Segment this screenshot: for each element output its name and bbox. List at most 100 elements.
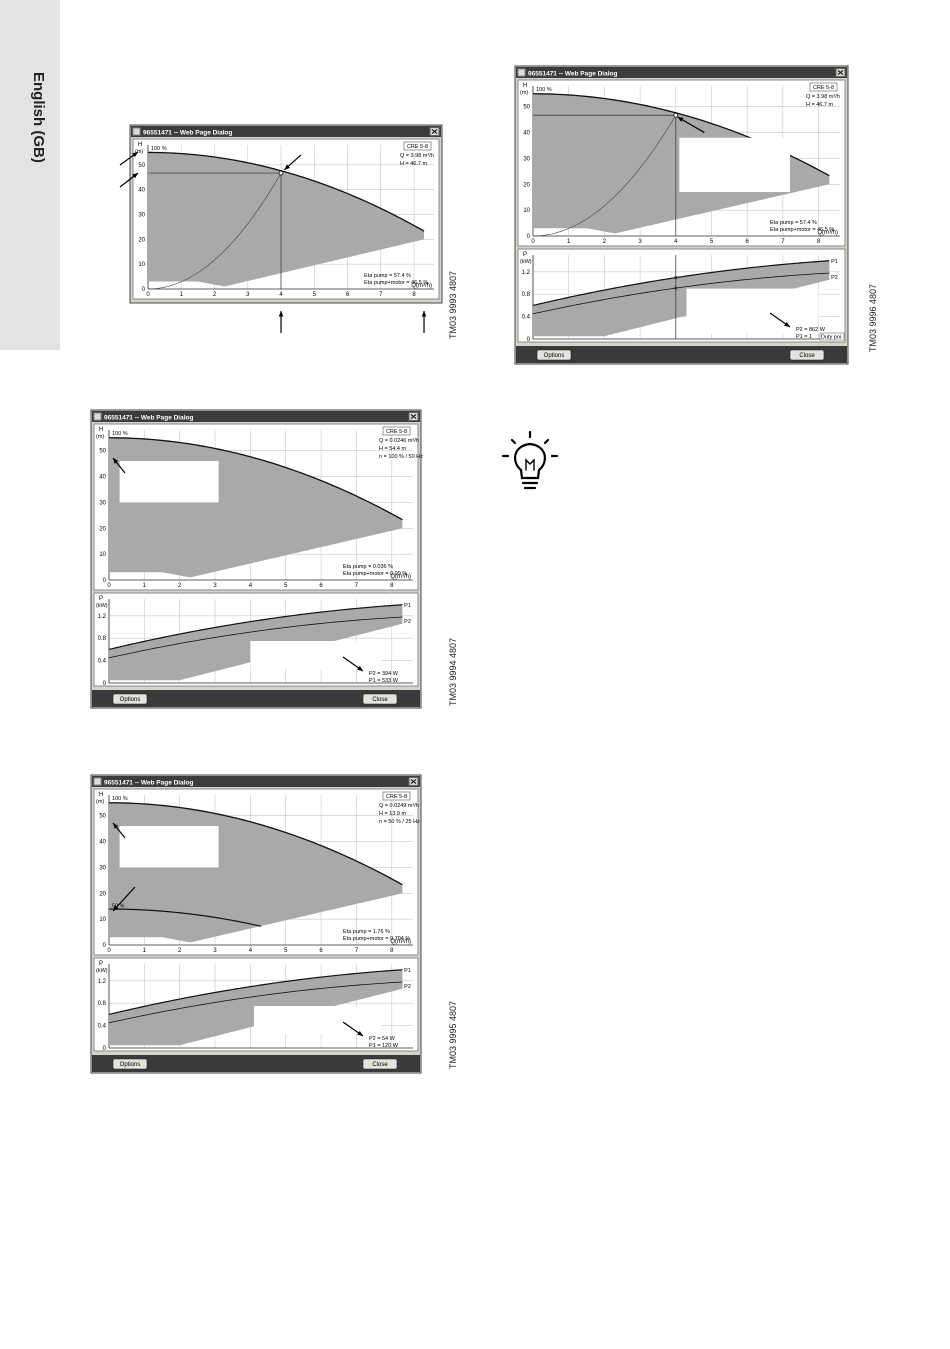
button[interactable]: Close [789, 349, 825, 361]
dialog-title: 96551471 -- Web Page Dialog [143, 130, 233, 137]
p-tick-label: 0.8 [98, 636, 107, 642]
q-tick-label: 8 [412, 292, 416, 298]
button-label: Options [120, 697, 141, 703]
p1-curve [108, 969, 403, 1015]
curve-label: P2 [404, 619, 411, 625]
h-tick-label: 0 [103, 943, 107, 949]
q-tick-label: 6 [319, 948, 323, 954]
power-readout: P2 = 394 W [369, 671, 399, 677]
q-tick-label: 5 [284, 583, 288, 589]
h-axis-unit: (m) [96, 434, 104, 440]
power-readout: P2 = 862 W [796, 327, 826, 333]
close-icon[interactable] [429, 127, 440, 136]
arrow [112, 457, 126, 474]
note: Duty poi [821, 335, 841, 341]
q-tick-label: 7 [781, 239, 785, 245]
q-tick-label: 0 [531, 239, 535, 245]
figure-caption: TM03 9996 4807 [868, 284, 878, 352]
button-face [112, 693, 148, 705]
p-tick-label: 0.4 [98, 659, 107, 665]
q-tick-label: 1 [143, 583, 147, 589]
h-axis-label: H [99, 427, 103, 433]
button-face [362, 693, 398, 705]
h-tick-label: 50 [523, 105, 530, 111]
q-tick-label: 7 [355, 948, 359, 954]
pump-curve [108, 802, 403, 886]
arrow-head [132, 152, 138, 158]
arrow [342, 656, 364, 672]
close-x [837, 70, 844, 75]
h-tick-label: 30 [138, 213, 145, 219]
title-icon [93, 412, 102, 421]
system-curve [532, 115, 677, 237]
h-axis-label: H [523, 83, 527, 89]
q-tick-label: 2 [178, 583, 182, 589]
p-tick-label: 0.4 [522, 315, 531, 321]
q-tick-label: 6 [746, 239, 750, 245]
arrow-head [278, 311, 284, 317]
h-axis-unit: (m) [135, 149, 143, 155]
close-icon[interactable] [835, 68, 846, 77]
arrow [119, 172, 139, 188]
p-tick-label: 1.2 [98, 614, 107, 620]
q-tick-label: 2 [213, 292, 217, 298]
sidebar [0, 0, 60, 350]
h-tick-label: 20 [523, 182, 530, 188]
masked-box [250, 641, 382, 669]
p-tick-label: 0 [103, 1046, 107, 1052]
close-icon[interactable] [408, 777, 419, 786]
readout-line: H = 46.7 m [806, 102, 833, 108]
speed-label: 50 % [112, 904, 125, 910]
operating-area [148, 152, 425, 287]
arrow-head [421, 311, 427, 317]
p-tick-label: 0.8 [98, 1001, 107, 1007]
p1-curve [108, 604, 403, 650]
system-curve [147, 172, 282, 290]
q-axis-label: Q(m³/h) [817, 230, 838, 236]
curve-label: P1 [404, 603, 411, 609]
efficiency-line: Eta pump = 57.4 % [364, 273, 411, 279]
q-tick-label: 2 [178, 948, 182, 954]
p-axis-label: P [99, 596, 103, 602]
close-icon[interactable] [408, 412, 419, 421]
curve-label: P2 [404, 984, 411, 990]
power-readout: P1 = 120 W [369, 1043, 399, 1049]
arrow-head [113, 458, 119, 464]
h-tick-label: 10 [99, 552, 106, 558]
q-tick-label: 0 [107, 948, 111, 954]
h-tick-label: 10 [99, 917, 106, 923]
q-tick-label: 4 [674, 239, 678, 245]
button[interactable]: Options [536, 349, 572, 361]
q-tick-label: 6 [346, 292, 350, 298]
h-tick-label: 30 [99, 865, 106, 871]
q-tick-label: 1 [567, 239, 571, 245]
h-tick-label: 10 [523, 208, 530, 214]
readout-line: Q = 0.0249 m³/h [379, 803, 419, 809]
sidebar-label: English (GB) [30, 72, 47, 163]
q-tick-label: 7 [379, 292, 383, 298]
close-x [431, 129, 438, 134]
p-tick-label: 0 [103, 681, 107, 687]
p2-curve [532, 272, 830, 315]
h-tick-label: 40 [99, 475, 106, 481]
efficiency-line: Eta pump = 1.76 % [343, 929, 390, 935]
q-tick-label: 3 [213, 583, 217, 589]
q-tick-label: 8 [390, 583, 394, 589]
efficiency-line: Eta pump+motor = 0.794 % [343, 936, 410, 942]
button[interactable]: Options [112, 1058, 148, 1070]
arrow-head [677, 117, 684, 122]
close-x [410, 779, 417, 784]
button-face [112, 1058, 148, 1070]
button[interactable]: Close [362, 693, 398, 705]
button-label: Options [120, 1062, 141, 1068]
efficiency-line: Eta pump = 57.4 % [770, 220, 817, 226]
h-tick-label: 20 [99, 526, 106, 532]
curve-label: P1 [404, 968, 411, 974]
button[interactable]: Options [112, 693, 148, 705]
dialog-window: 96551471 -- Web Page Dialog 0 1 2 3 4 5 6 7 8 0 10 2… [90, 774, 422, 1074]
pump-curve [147, 151, 425, 232]
note-box [819, 332, 845, 341]
button[interactable]: Close [362, 1058, 398, 1070]
speed-label: 100 % [536, 87, 552, 93]
